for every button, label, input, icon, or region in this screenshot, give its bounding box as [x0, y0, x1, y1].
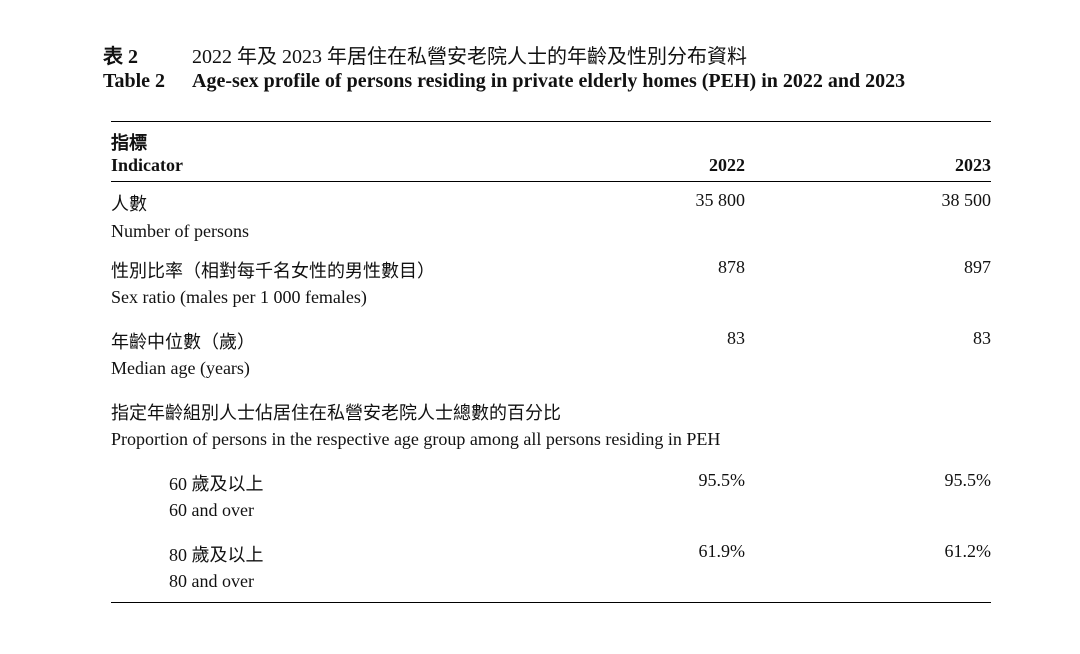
row-value-2022: 95.5%	[698, 470, 746, 490]
row-label-en: 80 and over	[169, 571, 254, 591]
row-label-zh: 60 歲及以上	[169, 474, 264, 494]
title-en-label: Table 2	[103, 70, 166, 92]
row-value-2023: 38 500	[941, 190, 992, 210]
row-label-en: Proportion of persons in the respective …	[111, 429, 721, 449]
row-value-2023: 95.5%	[944, 470, 992, 490]
row-value-2022: 83	[727, 328, 745, 348]
row-label-zh: 性別比率（相對每千名女性的男性數目）	[111, 261, 435, 281]
row-label-zh: 人數	[111, 194, 147, 214]
row-value-2023: 897	[964, 257, 991, 277]
title-en-text: Age-sex profile of persons residing in p…	[192, 70, 906, 92]
header-col-2023: 2023	[955, 155, 991, 175]
title-zh-text: 2022 年及 2023 年居住在私營安老院人士的年齡及性別分布資料	[192, 46, 747, 68]
row-value-2022: 35 800	[695, 190, 746, 210]
row-value-2023: 83	[973, 328, 991, 348]
top-rule	[111, 121, 991, 122]
title-zh-label: 表 2	[103, 46, 138, 68]
bottom-rule	[111, 602, 991, 603]
row-value-2022: 61.9%	[698, 541, 746, 561]
row-label-en: Sex ratio (males per 1 000 females)	[111, 287, 367, 307]
header-rule	[111, 181, 991, 182]
row-value-2022: 878	[718, 257, 745, 277]
row-label-en: Number of persons	[111, 221, 249, 241]
row-label-zh: 年齡中位數（歲）	[111, 332, 255, 352]
row-label-en: Median age (years)	[111, 358, 250, 378]
header-indicator-zh: 指標	[111, 133, 147, 153]
row-value-2023: 61.2%	[944, 541, 992, 561]
row-label-zh: 指定年齡組別人士佔居住在私營安老院人士總數的百分比	[111, 403, 561, 423]
row-label-en: 60 and over	[169, 500, 254, 520]
row-label-zh: 80 歲及以上	[169, 545, 264, 565]
header-indicator-en: Indicator	[111, 155, 183, 175]
header-col-2022: 2022	[709, 155, 745, 175]
